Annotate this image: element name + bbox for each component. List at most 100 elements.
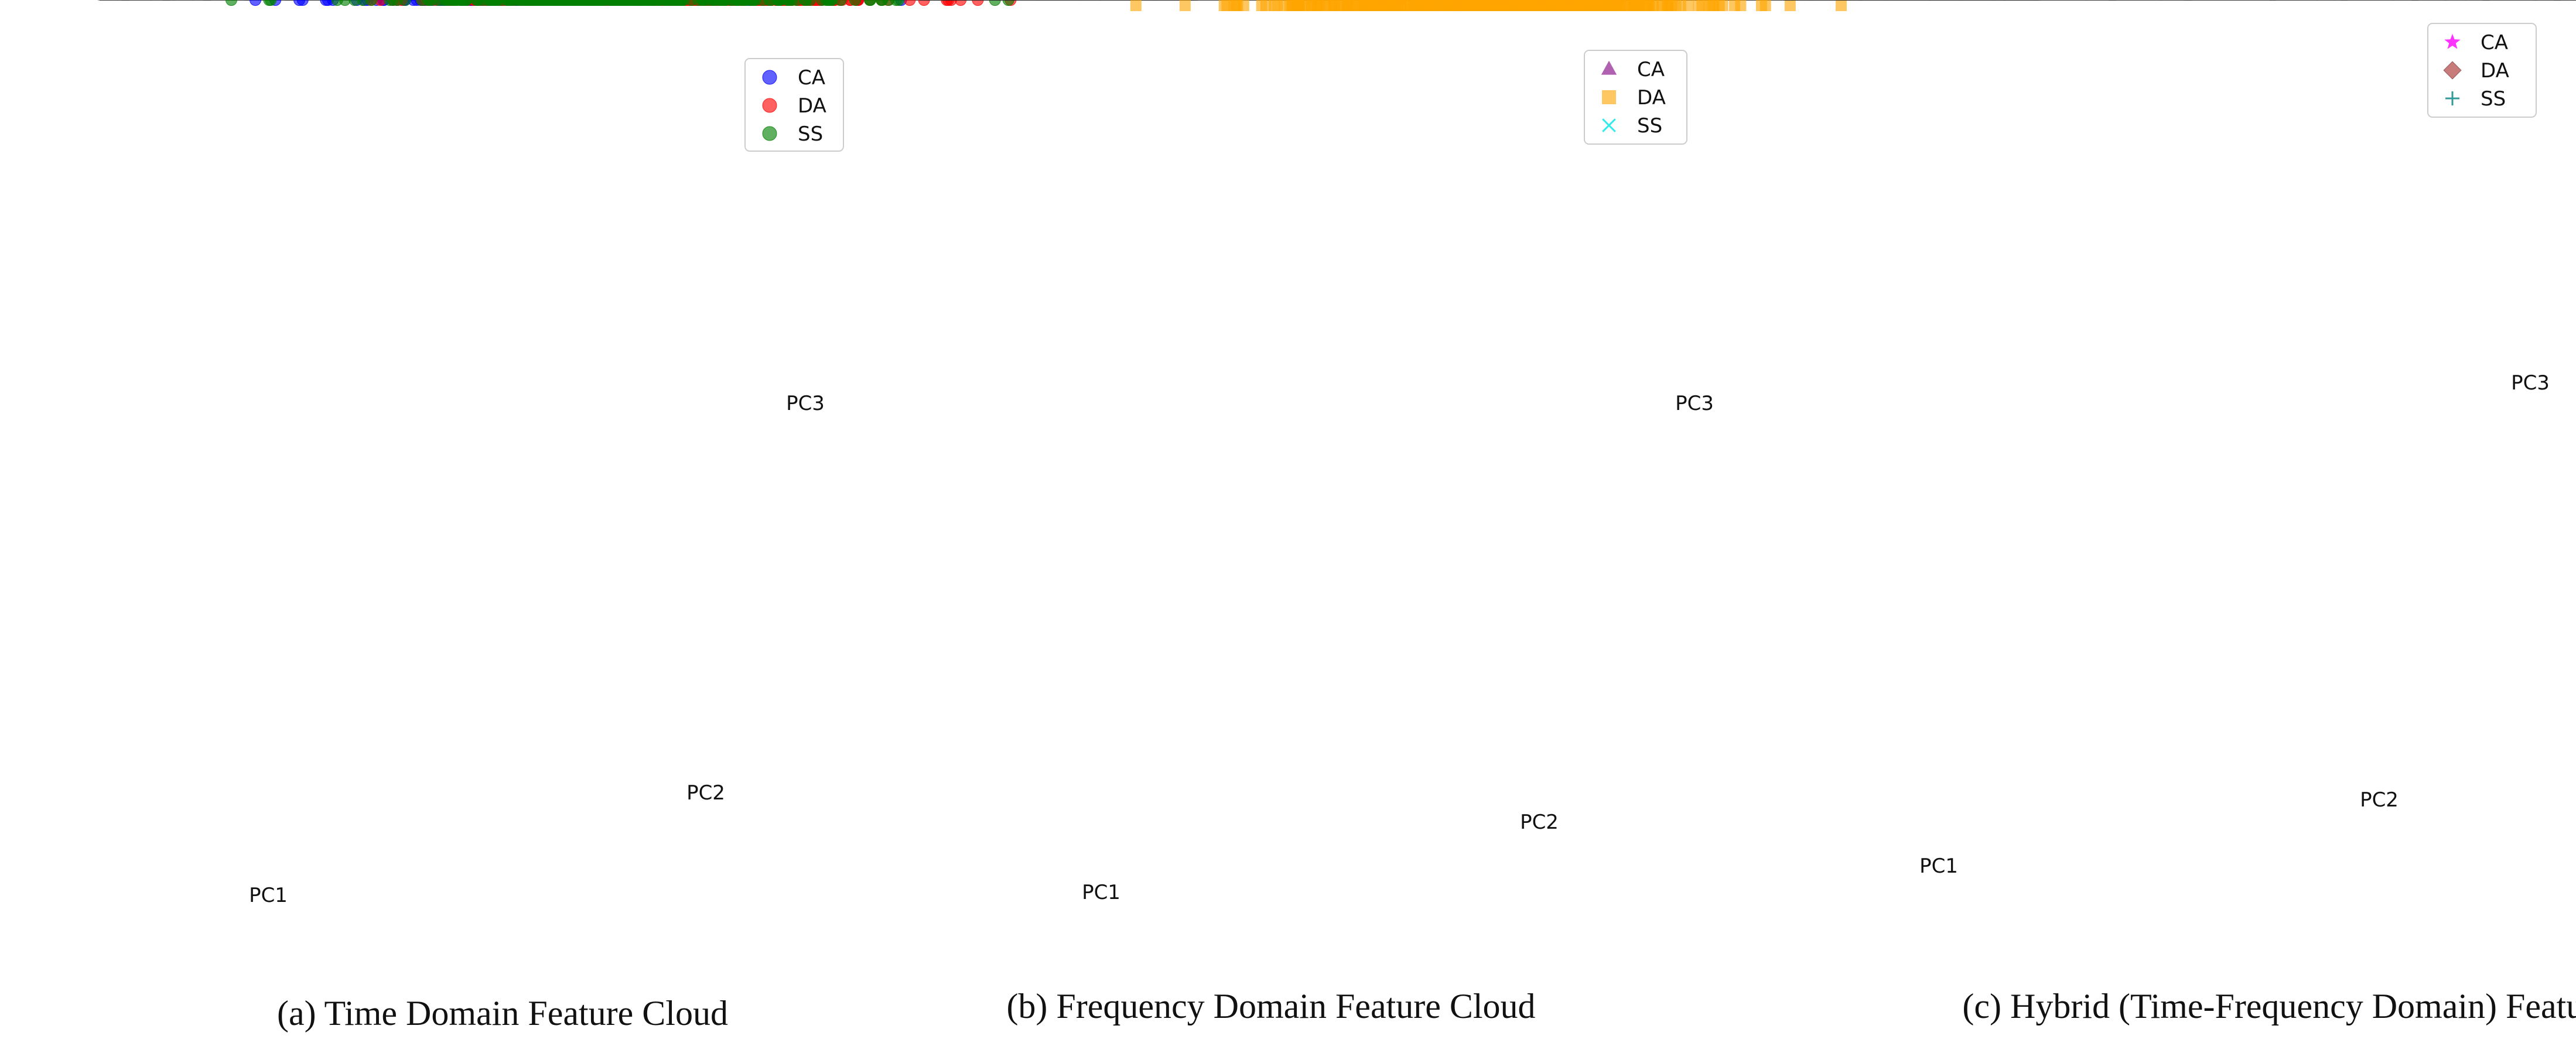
point-da (972, 0, 984, 6)
y-tick-label: 7.5 (1092, 0, 1122, 5)
point-ss (605, 0, 617, 6)
legend-label-ss: SS (2481, 87, 2506, 111)
point-ss (739, 0, 751, 6)
y-axis-label: PC2 (686, 781, 725, 805)
legend-marker-ss (1602, 118, 1616, 132)
point-da (1607, 0, 1619, 11)
x-tick-label: 15 (2144, 0, 2168, 5)
point-ss (487, 0, 500, 6)
point-da (1728, 0, 1740, 11)
x-tick-label: −7.5 (111, 0, 158, 5)
point-ss (460, 0, 473, 6)
panel-caption: (a) Time Domain Feature Cloud (277, 994, 728, 1033)
point-ca (296, 0, 309, 6)
x-tick-label: −5 (993, 0, 1021, 5)
z-tick-label: 5 (2078, 0, 2090, 5)
point-ss (790, 0, 802, 6)
legend-marker-da (2443, 61, 2462, 80)
point-da (1382, 0, 1394, 11)
point-ss (849, 0, 861, 6)
x-tick-label: 5 (1999, 0, 2011, 5)
point-ss (696, 0, 709, 6)
legend-marker-ss (762, 126, 777, 141)
point-ss (614, 0, 627, 6)
legend-label-da: DA (2481, 59, 2509, 83)
point-ss (512, 0, 524, 6)
legend-label-ca: CA (2481, 31, 2508, 54)
point-da (1543, 0, 1555, 11)
point-ss (635, 0, 647, 6)
point-ss (451, 0, 463, 6)
point-ss (989, 0, 1001, 6)
panel-caption: (b) Frequency Domain Feature Cloud (1006, 987, 1535, 1026)
point-da (1461, 0, 1473, 11)
point-da (941, 0, 953, 6)
point-da (1835, 0, 1847, 11)
point-da (904, 0, 916, 6)
y-tick-label: 5.0 (1020, 0, 1050, 5)
point-ss (652, 0, 664, 6)
point-ss (1002, 0, 1014, 6)
point-ss (331, 0, 343, 6)
point-ss (893, 0, 905, 6)
x-tick-label: 5 (1187, 0, 1200, 5)
point-ss (708, 0, 720, 6)
z-tick-label: −10 (2063, 0, 2104, 5)
z-tick-label: 10 (2072, 0, 2096, 5)
point-ca (250, 0, 262, 6)
y-axis-label: PC2 (1520, 811, 1559, 834)
panel-caption: (c) Hybrid (Time-Frequency Domain) Featu… (1962, 987, 2576, 1026)
z-axis-label: PC3 (1675, 392, 1714, 415)
x-axis-label: PC1 (1919, 854, 1958, 878)
legend-label-da: DA (1637, 86, 1666, 110)
point-da (374, 0, 387, 6)
y-tick-label: −10.0 (2282, 0, 2341, 5)
point-ss (773, 0, 785, 6)
point-ss (799, 0, 811, 6)
point-da (955, 0, 967, 6)
point-da (1312, 0, 1324, 11)
z-axis-label: PC3 (786, 392, 825, 415)
point-da (1422, 0, 1434, 11)
point-da (1675, 0, 1686, 11)
x-tick-label: −5.0 (152, 0, 199, 5)
legend-marker-da (762, 98, 777, 113)
point-da (1784, 0, 1796, 11)
point-da (1524, 0, 1536, 11)
point-ss (357, 0, 369, 6)
x-tick-label: −10 (1758, 0, 1799, 5)
legend: CA DA SS (2427, 23, 2537, 118)
point-ss (589, 0, 601, 6)
point-ss (781, 0, 794, 6)
point-ss (864, 0, 876, 6)
y-tick-label: −2.5 (2496, 0, 2543, 5)
point-ss (826, 0, 838, 6)
point-ss (671, 0, 683, 6)
point-da (1279, 0, 1290, 11)
legend-box (1584, 50, 1687, 145)
legend-marker-ca (2444, 33, 2461, 49)
chart-panel-3: −10−5051015−10.0−7.5−5.0−2.50.02.55.07.5… (1758, 0, 2576, 878)
point-da (1361, 0, 1372, 11)
point-da (1552, 0, 1564, 11)
point-ss (473, 0, 485, 6)
point-da (1620, 0, 1631, 11)
x-axis-label: PC1 (249, 884, 288, 907)
point-da (1334, 0, 1345, 11)
point-da (1585, 0, 1597, 11)
legend-label-da: DA (798, 94, 826, 118)
legend-marker-ss (2445, 91, 2459, 105)
x-tick-label: 0 (1094, 0, 1106, 5)
point-da (1179, 0, 1191, 11)
legend: CA DA SS (1584, 50, 1687, 145)
y-tick-label: 5 (1856, 0, 1868, 5)
point-ss (875, 0, 887, 6)
x-tick-label: −5 (1840, 0, 1868, 5)
y-tick-label: 0.0 (2567, 0, 2576, 5)
point-da (1641, 0, 1653, 11)
point-ss (387, 0, 399, 6)
point-da (1573, 0, 1584, 11)
x-tick-label: −10 (893, 0, 934, 5)
y-tick-label: −5.0 (2424, 0, 2471, 5)
point-da (1299, 0, 1311, 11)
